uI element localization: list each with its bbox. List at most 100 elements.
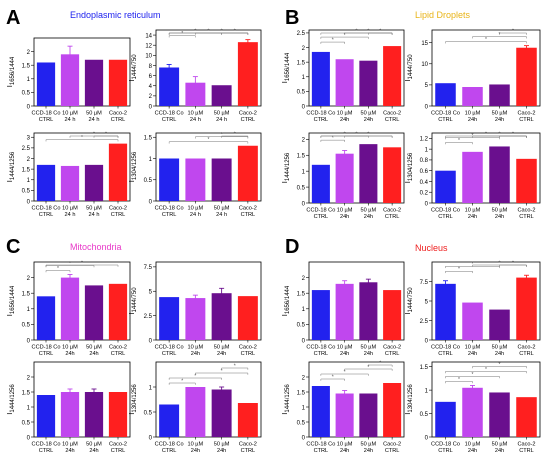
- x-tick-label: 24h: [364, 214, 373, 220]
- y-tick-label: 0.5: [144, 410, 153, 416]
- y-axis-label-main: I: [403, 413, 412, 415]
- y-axis-label-main: I: [280, 181, 289, 183]
- y-axis-label-sub: 1656/1444: [10, 56, 16, 85]
- x-tick-label: 24h: [217, 448, 226, 454]
- significance-star: *: [485, 131, 487, 137]
- panel-labels: A Endoplasmic reticulum B Lipid Droplets C Mi…: [6, 7, 471, 258]
- y-tick-label: 2: [27, 50, 31, 56]
- y-tick-label: 1: [302, 307, 306, 313]
- bar: [516, 47, 537, 106]
- bar: [185, 158, 206, 201]
- panel-title-d: Nucleus: [415, 243, 448, 253]
- x-tick-label: 24h: [191, 351, 200, 357]
- x-tick-label: Caco-2: [239, 206, 257, 212]
- y-axis-label-sub: 1304/1256: [408, 152, 414, 181]
- significance-star: *: [234, 28, 236, 34]
- x-tick-label: Caco-2: [383, 111, 401, 117]
- x-tick-label: 24h: [340, 117, 349, 123]
- x-tick-label: CTRL: [519, 448, 534, 454]
- bar: [36, 164, 56, 201]
- y-tick-label: 1.5: [420, 365, 429, 371]
- bar: [335, 153, 354, 203]
- significance-star: *: [367, 131, 369, 137]
- x-tick-label: 50 µM: [214, 345, 230, 351]
- significance-star: *: [458, 267, 460, 273]
- x-tick-label: 10 µM: [337, 208, 353, 214]
- bar: [516, 158, 537, 203]
- y-tick-label: 0: [149, 199, 153, 205]
- x-tick-label: CCD-18 Co: [32, 111, 61, 117]
- x-tick-label: Caco-2: [109, 111, 127, 117]
- y-axis-label-main: I: [403, 181, 412, 183]
- significance-star: *: [344, 131, 346, 137]
- y-axis-label: I1444/1256: [5, 384, 16, 415]
- y-tick-label: 0: [425, 104, 429, 110]
- y-tick-label: 2: [302, 138, 306, 144]
- y-tick-label: 1: [425, 388, 429, 394]
- y-tick-label: 10: [145, 54, 152, 60]
- x-tick-label: CTRL: [438, 117, 453, 123]
- y-axis-label: I1656/1444: [280, 285, 291, 316]
- y-tick-label: 2.5: [420, 319, 429, 325]
- x-tick-label: 10 µM: [465, 442, 481, 448]
- bar: [159, 297, 180, 340]
- x-tick-label: CCD-18 Co: [306, 111, 335, 117]
- y-axis-label-main: I: [280, 413, 289, 415]
- x-tick-label: 10 µM: [337, 345, 353, 351]
- x-tick-label: CTRL: [111, 351, 126, 357]
- x-tick-label: CCD-18 Co: [155, 345, 184, 351]
- x-tick-label: 50 µM: [214, 111, 230, 117]
- bar: [159, 67, 180, 106]
- x-tick-label: 24h: [340, 214, 349, 220]
- plot-frame: [33, 361, 131, 438]
- y-axis-label-main: I: [280, 314, 289, 316]
- x-tick-label: 10 µM: [465, 111, 481, 117]
- x-tick-label: CTRL: [162, 117, 177, 123]
- y-tick-label: 0: [425, 435, 429, 441]
- y-tick-label: 2: [27, 276, 31, 282]
- plot-frame: [33, 261, 131, 341]
- y-tick-label: 1: [302, 405, 306, 411]
- x-tick-label: 50 µM: [492, 208, 508, 214]
- y-tick-label: 0: [302, 435, 306, 441]
- bar: [359, 60, 378, 106]
- y-axis-label: I1444/750: [127, 54, 138, 82]
- x-tick-label: 24h: [468, 351, 477, 357]
- y-tick-label: 0: [425, 201, 429, 207]
- y-axis-label-main: I: [127, 413, 136, 415]
- y-axis-label: I1304/1256: [403, 152, 414, 183]
- y-axis-label-main: I: [127, 312, 136, 314]
- y-tick-label: 1: [27, 178, 31, 184]
- y-tick-label: 2: [27, 375, 31, 381]
- y-tick-label: 0.6: [420, 169, 429, 175]
- significance-star: *: [81, 260, 83, 266]
- significance-star: *: [512, 260, 514, 266]
- plot-frame: [155, 261, 262, 341]
- x-tick-label: CTRL: [39, 117, 54, 123]
- plot-frame: [308, 261, 405, 341]
- y-tick-label: 2.5: [144, 314, 153, 320]
- significance-star: *: [57, 266, 59, 272]
- x-tick-label: 50 µM: [86, 111, 102, 117]
- y-tick-label: 0.5: [144, 178, 153, 184]
- x-tick-label: CCD-18 Co: [32, 206, 61, 212]
- x-tick-label: Caco-2: [517, 345, 535, 351]
- y-tick-label: 0: [27, 338, 31, 344]
- x-tick-label: Caco-2: [383, 208, 401, 214]
- bar: [516, 397, 537, 437]
- plot-frame: [155, 361, 262, 438]
- significance-star: *: [485, 37, 487, 43]
- y-axis-label-main: I: [403, 79, 412, 81]
- x-tick-label: CTRL: [241, 212, 256, 218]
- x-tick-label: CTRL: [241, 351, 256, 357]
- y-axis-label: I1304/1256: [127, 384, 138, 415]
- x-tick-label: 10 µM: [188, 111, 204, 117]
- y-tick-label: 1.5: [297, 60, 306, 66]
- y-tick-label: 2: [302, 276, 306, 282]
- y-axis-label-sub: 1656/1444: [285, 52, 291, 81]
- x-tick-label: 10 µM: [337, 442, 353, 448]
